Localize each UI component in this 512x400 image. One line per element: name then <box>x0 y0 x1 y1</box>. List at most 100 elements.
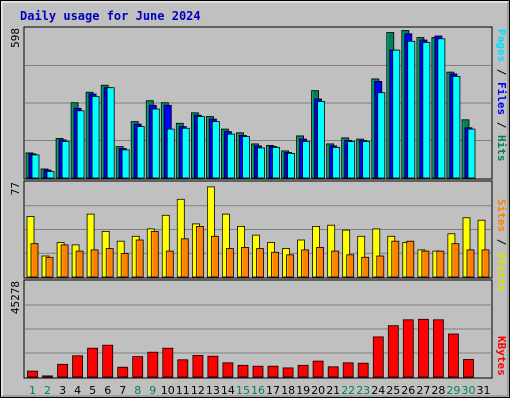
bar-pages-day-11 <box>181 127 190 179</box>
panel-kbytes-ymax-label: 45278 <box>9 281 22 314</box>
bar-kbytes-day-29 <box>447 333 459 378</box>
x-tick-label-day-17: 17 <box>266 384 280 397</box>
bar-kbytes-day-7 <box>117 366 129 378</box>
x-tick-label-day-13: 13 <box>206 384 220 397</box>
bar-sites-day-6 <box>105 248 114 278</box>
x-tick-label-day-23: 23 <box>356 384 370 397</box>
bar-sites-day-25 <box>391 240 400 278</box>
x-tick-label-day-1: 1 <box>29 384 36 397</box>
x-tick-label-day-18: 18 <box>281 384 295 397</box>
bar-pages-day-22 <box>347 141 356 179</box>
bar-pages-day-2 <box>46 171 55 179</box>
bar-kbytes-day-3 <box>57 363 68 378</box>
bar-sites-day-30 <box>466 249 475 278</box>
bar-pages-day-7 <box>121 149 130 179</box>
x-tick-label-day-6: 6 <box>104 384 111 397</box>
panel-kbytes-bars <box>27 318 474 378</box>
bar-pages-day-18 <box>287 152 296 179</box>
chart-title: Daily usage for June 2024 <box>20 9 201 23</box>
bar-sites-day-4 <box>75 250 84 278</box>
bar-kbytes-day-17 <box>267 365 279 378</box>
bar-sites-day-11 <box>180 238 189 278</box>
x-tick-label-day-5: 5 <box>89 384 96 397</box>
bar-kbytes-day-2 <box>42 375 53 378</box>
bar-pages-day-21 <box>332 146 341 179</box>
bar-pages-day-1 <box>31 154 40 179</box>
x-tick-label-day-26: 26 <box>401 384 415 397</box>
bar-pages-day-15 <box>242 136 250 179</box>
x-tick-label-day-25: 25 <box>386 384 400 397</box>
bar-pages-day-5 <box>91 96 100 179</box>
bar-kbytes-day-1 <box>27 370 38 378</box>
legend-visits-sites: Sites / Visits <box>495 199 508 292</box>
bar-sites-day-7 <box>120 253 129 278</box>
bar-kbytes-day-20 <box>312 360 324 378</box>
panel-visits-bars <box>26 186 490 278</box>
bar-pages-day-16 <box>257 147 265 179</box>
bar-pages-day-13 <box>211 121 220 179</box>
bar-visits-day-10 <box>161 214 170 278</box>
bar-visits-day-13 <box>206 186 215 278</box>
bar-sites-day-16 <box>256 248 264 278</box>
bar-visits-day-30 <box>462 217 471 278</box>
bar-pages-day-14 <box>226 133 235 179</box>
x-tick-label-day-14: 14 <box>221 384 235 397</box>
bar-pages-day-8 <box>136 126 145 179</box>
bar-visits-day-11 <box>176 198 185 278</box>
bar-sites-day-13 <box>210 235 219 278</box>
legend-pages: Pages <box>495 29 508 62</box>
legend-sites: Sites <box>495 199 508 232</box>
bar-sites-day-22 <box>346 254 355 278</box>
bar-kbytes-day-30 <box>463 358 474 378</box>
x-tick-label-day-30: 30 <box>462 384 476 397</box>
x-tick-label-day-4: 4 <box>74 384 81 397</box>
bar-kbytes-day-8 <box>132 356 144 378</box>
x-tick-label-day-9: 9 <box>149 384 156 397</box>
bar-sites-day-28 <box>436 250 445 278</box>
bar-sites-day-20 <box>316 246 325 278</box>
x-tick-label-day-2: 2 <box>44 384 51 397</box>
bar-pages-day-10 <box>166 128 175 179</box>
bar-pages-day-17 <box>272 146 280 179</box>
bar-kbytes-day-4 <box>72 355 83 378</box>
bar-kbytes-day-27 <box>417 318 429 378</box>
legend-kbytes: KBytes <box>495 336 508 376</box>
bar-kbytes-day-15 <box>237 364 249 378</box>
bar-pages-day-28 <box>437 38 446 179</box>
bar-sites-day-21 <box>331 250 340 278</box>
bar-kbytes-day-11 <box>177 359 189 378</box>
bar-pages-day-27 <box>422 42 431 179</box>
bar-kbytes-day-19 <box>297 364 309 378</box>
bar-pages-day-25 <box>392 49 401 179</box>
bar-kbytes-day-23 <box>357 362 369 378</box>
panel-visits-ymax-label: 77 <box>9 182 22 195</box>
x-tick-label-day-10: 10 <box>161 384 175 397</box>
bar-sites-day-5 <box>90 249 99 278</box>
legend-kbytes-label: KBytes <box>495 336 508 376</box>
bar-sites-day-14 <box>225 248 234 278</box>
bar-sites-day-9 <box>150 230 159 278</box>
x-tick-label-day-28: 28 <box>431 384 445 397</box>
bar-sites-day-19 <box>301 249 310 278</box>
bar-sites-day-18 <box>286 254 295 278</box>
bar-visits-day-24 <box>372 228 381 278</box>
bar-kbytes-day-24 <box>372 336 384 378</box>
bar-sites-day-8 <box>135 239 144 278</box>
x-axis-labels: 1 2 3 4 5 6 7 8 9 10 11 12 13 14 15 16 17 18 19 20 21 22 23 24 2… <box>29 384 491 397</box>
bar-sites-day-12 <box>195 225 204 278</box>
x-tick-label-day-16: 16 <box>251 384 265 397</box>
bar-sites-day-31 <box>481 249 490 278</box>
bar-pages-day-29 <box>452 76 461 179</box>
legend-hits: Hits <box>495 135 508 162</box>
x-tick-label-day-22: 22 <box>341 384 355 397</box>
bar-sites-day-27 <box>421 250 430 278</box>
bar-kbytes-day-22 <box>342 362 354 378</box>
bar-pages-day-4 <box>76 110 85 179</box>
bar-pages-day-12 <box>196 116 205 179</box>
bar-sites-day-26 <box>406 240 415 278</box>
bar-kbytes-day-14 <box>222 362 234 378</box>
x-tick-label-day-12: 12 <box>191 384 205 397</box>
panel-hits-bars <box>25 30 476 179</box>
